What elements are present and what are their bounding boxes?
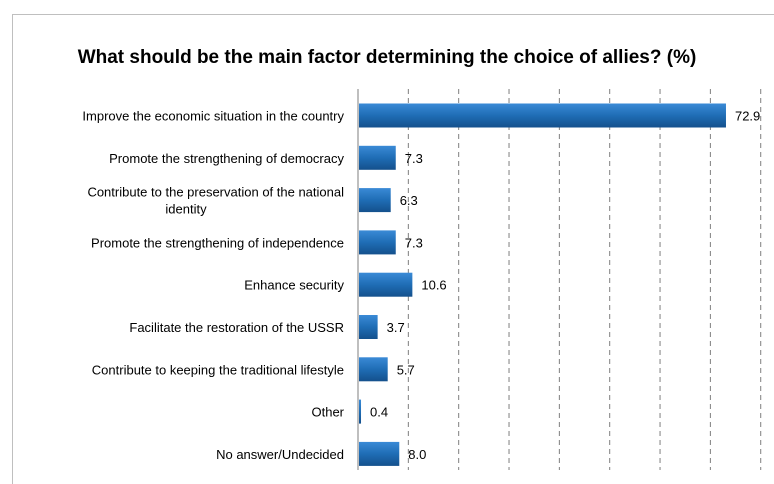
bar <box>359 357 388 382</box>
value-label: 5.7 <box>397 362 415 377</box>
category-label: Promote the strengthening of independenc… <box>91 235 344 250</box>
value-label: 3.7 <box>387 320 405 335</box>
category-label: Contribute to keeping the traditional li… <box>92 362 344 377</box>
value-label: 6.3 <box>400 193 418 208</box>
category-label: Enhance security <box>244 278 344 293</box>
category-label: Facilitate the restoration of the USSR <box>129 320 344 335</box>
bar <box>359 145 396 170</box>
bar <box>359 230 396 255</box>
category-label: No answer/Undecided <box>216 447 344 462</box>
category-label: Promote the strengthening of democracy <box>109 151 344 166</box>
bars <box>359 103 726 466</box>
bar <box>359 399 362 424</box>
grid-lines <box>357 89 762 470</box>
value-label: 8.0 <box>408 447 426 462</box>
bar <box>359 441 400 466</box>
bar <box>359 315 378 339</box>
chart-title: What should be the main factor determini… <box>77 47 697 68</box>
category-label: Other <box>311 405 344 420</box>
category-label: Contribute to the preservation of the na… <box>87 185 344 217</box>
category-labels: Improve the economic situation in the co… <box>82 109 344 462</box>
value-label: 72.9 <box>735 109 760 124</box>
bar <box>359 272 413 297</box>
chart-frame <box>12 14 774 484</box>
value-label: 0.4 <box>370 405 388 420</box>
value-labels: 72.9 7.3 6.3 7.3 10.6 3.7 5.7 0.4 8.0 <box>370 109 760 462</box>
value-label: 7.3 <box>405 235 423 250</box>
bar <box>359 188 391 213</box>
category-label: Improve the economic situation in the co… <box>82 109 344 124</box>
bar <box>359 103 726 128</box>
value-label: 7.3 <box>405 151 423 166</box>
value-label: 10.6 <box>421 278 446 293</box>
